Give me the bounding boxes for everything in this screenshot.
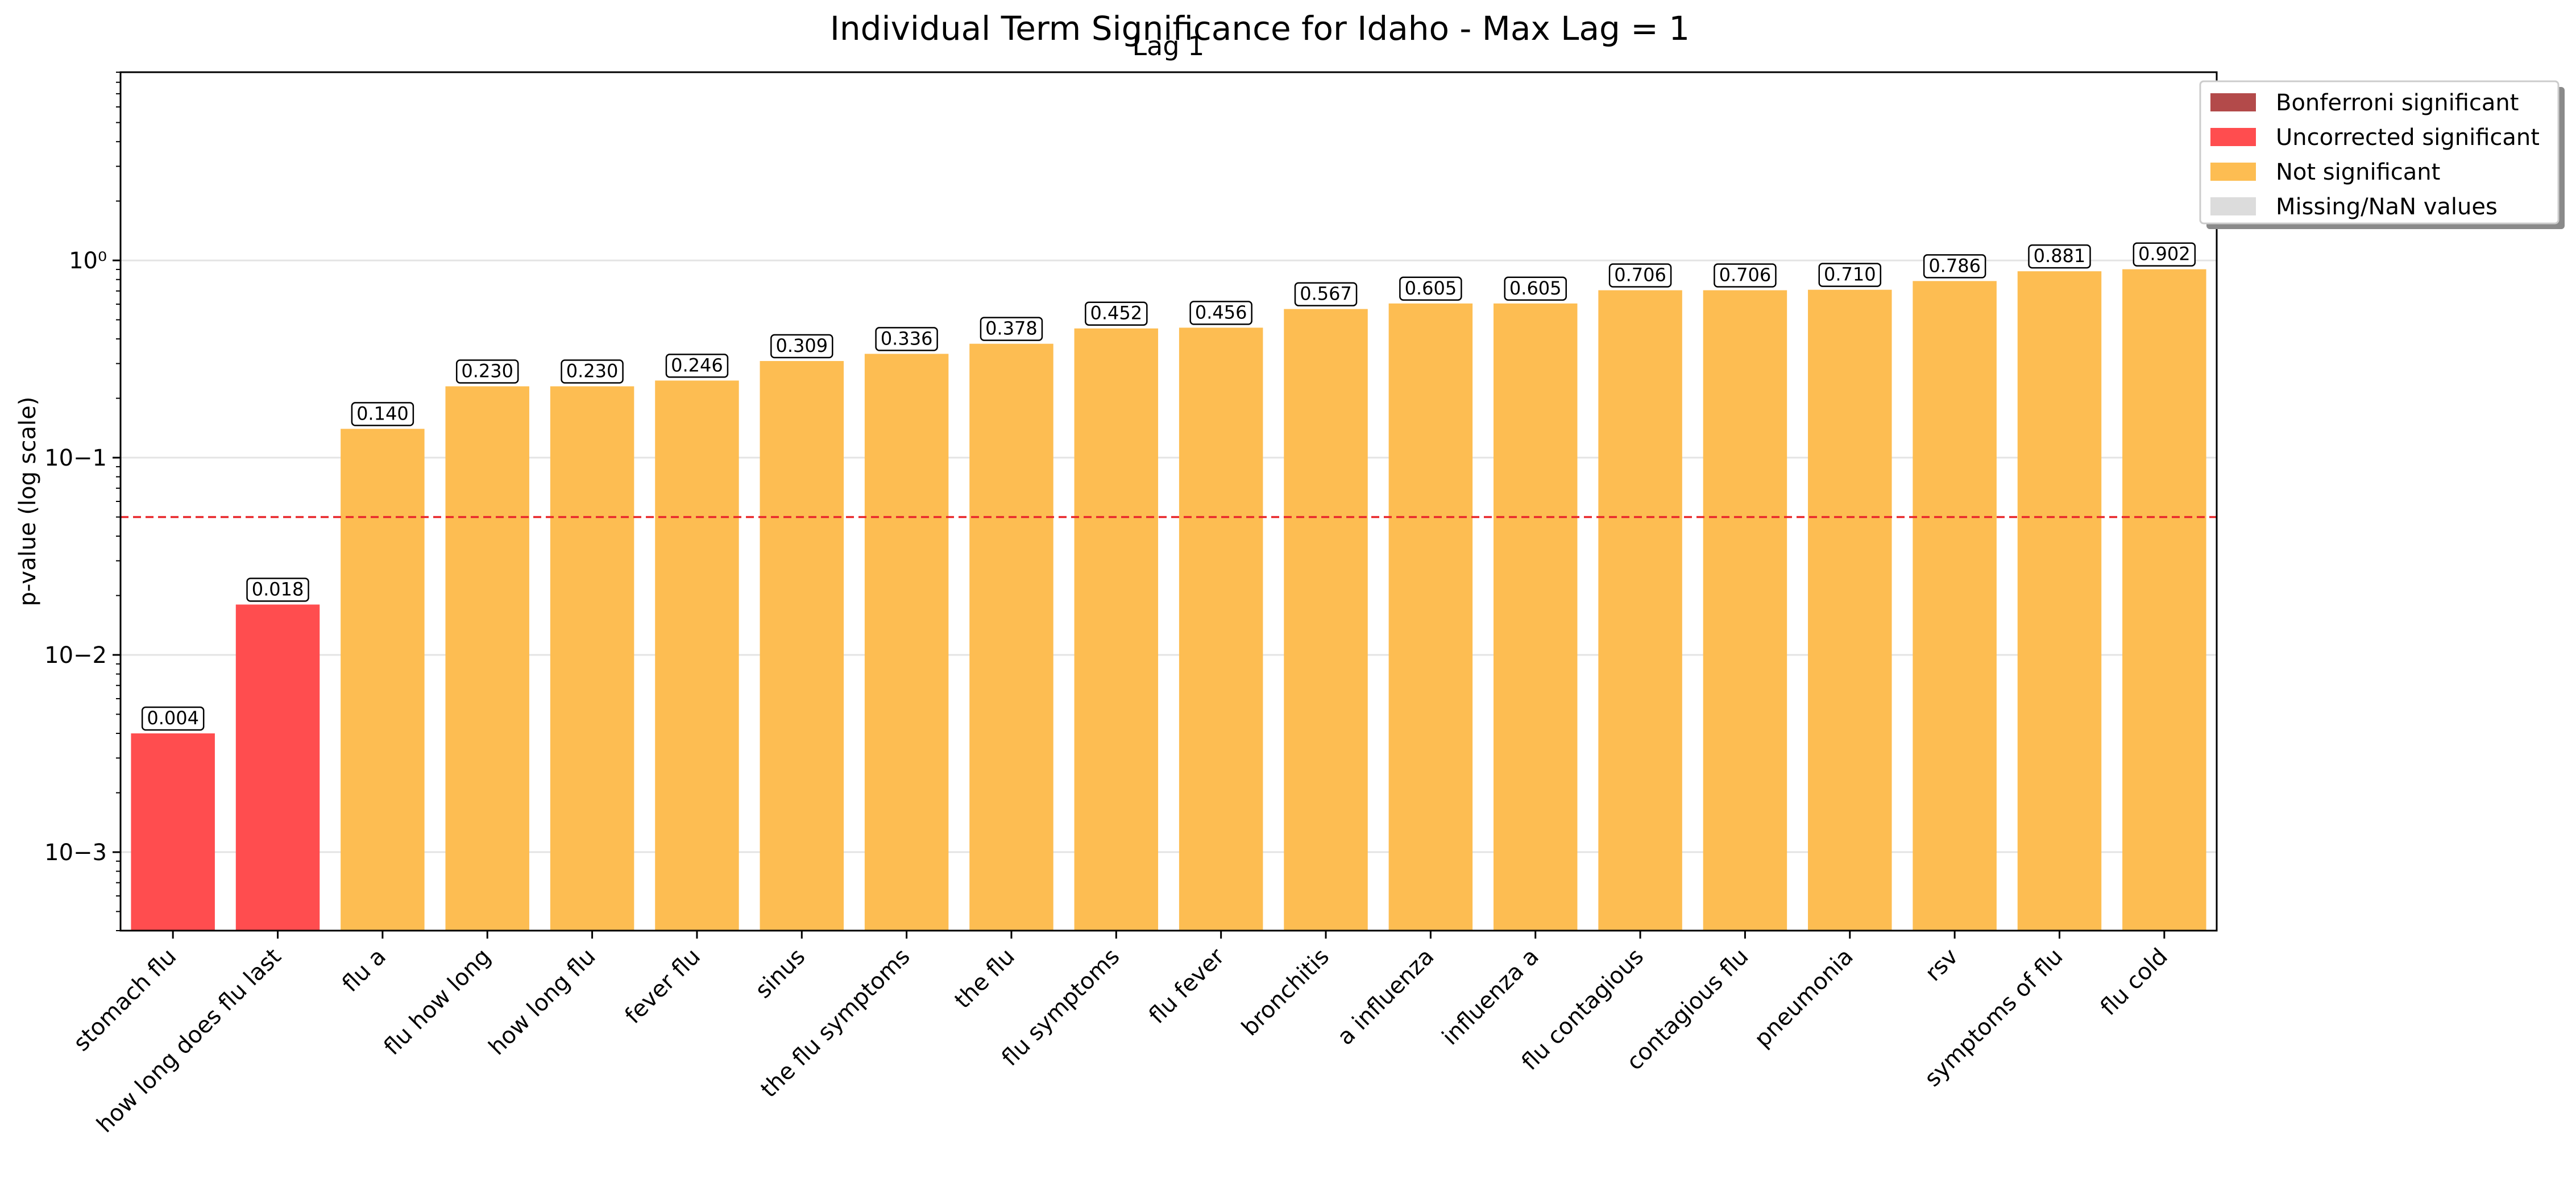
value-label: 0.567 [1300,283,1352,305]
value-label-box [455,359,519,384]
value-label-box [1608,263,1672,288]
bar [1074,328,1159,931]
value-label: 0.706 [1614,264,1666,286]
value-label-box [770,334,833,359]
value-label-box [351,402,414,426]
y-axis: 10−3 10−2 10−1 10⁰ [44,72,121,931]
value-label-box [1189,301,1252,325]
bar [1703,290,1787,931]
value-label: 0.378 [985,318,1038,339]
value-label: 0.605 [1509,277,1562,299]
bar [1493,303,1578,931]
value-label: 0.452 [1090,302,1143,324]
value-label: 0.710 [1824,264,1876,285]
legend-swatch [2210,197,2256,215]
value-label-box [561,359,624,384]
value-label-box [1818,263,1882,287]
bar [1598,290,1682,931]
value-label-box [246,578,309,602]
value-label: 0.140 [356,402,409,424]
legend-swatch [2210,163,2256,181]
y-axis-label: p-value (log scale) [15,397,41,607]
value-label: 0.004 [147,707,199,729]
bar [131,733,215,931]
bar [1284,309,1368,931]
value-labels: 0.004 0.018 0.140 0.230 0.230 0.246 0.309 0.336… [141,242,2196,731]
value-label-box [980,317,1043,341]
y-tick-label: 10−3 [44,840,107,866]
chart-subtitle: Lag 1 [1133,31,1205,61]
bar [969,343,1053,931]
bar [2122,269,2206,931]
value-label-box [1923,254,1986,279]
value-label: 0.786 [1928,255,1981,276]
legend-label: Missing/NaN values [2276,194,2498,220]
bar [864,354,949,931]
y-tick-label: 10⁰ [69,248,107,274]
value-label-box [141,706,205,731]
bar [235,604,320,931]
value-label: 0.902 [2138,243,2191,265]
value-label-box [1504,276,1567,301]
bar [1388,303,1473,931]
value-label: 0.018 [252,578,304,600]
bar [341,429,425,931]
value-label: 0.230 [461,360,513,382]
value-label-box [1399,276,1462,301]
legend-entries: Bonferroni significant Uncorrected signif… [2210,90,2540,220]
value-label-box [2133,242,2196,267]
value-label-box [875,327,938,351]
value-label-box [1085,301,1148,326]
bar [2017,271,2102,931]
legend-swatch [2210,128,2256,146]
legend-label: Uncorrected significant [2276,125,2540,151]
legend-swatch [2210,93,2256,111]
chart-title: Individual Term Significance for Idaho -… [830,9,1690,48]
value-label: 0.309 [775,335,828,356]
value-label: 0.246 [671,354,723,376]
value-label-box [2028,244,2091,269]
value-label-box [665,354,729,378]
value-label: 0.456 [1195,301,1247,323]
value-label-box [1294,282,1358,306]
value-label: 0.336 [881,327,933,349]
legend-box [2199,80,2560,225]
legend-label: Not significant [2276,159,2440,185]
bars [131,269,2206,931]
bar [550,386,634,931]
bar [1179,327,1263,931]
value-label-box [1714,263,1777,288]
value-label: 0.605 [1405,277,1457,299]
value-label: 0.881 [2034,245,2086,267]
bar [760,361,844,931]
bar [1913,281,1997,931]
value-label: 0.706 [1719,264,1772,286]
bar [445,386,529,931]
legend: Bonferroni significant Uncorrected signif… [2199,80,2565,229]
y-tick-label: 10−2 [44,642,107,669]
legend-label: Bonferroni significant [2276,90,2519,116]
bar [1808,289,1892,931]
y-tick-label: 10−1 [44,445,107,471]
bar [655,380,739,931]
value-label: 0.230 [566,360,619,382]
